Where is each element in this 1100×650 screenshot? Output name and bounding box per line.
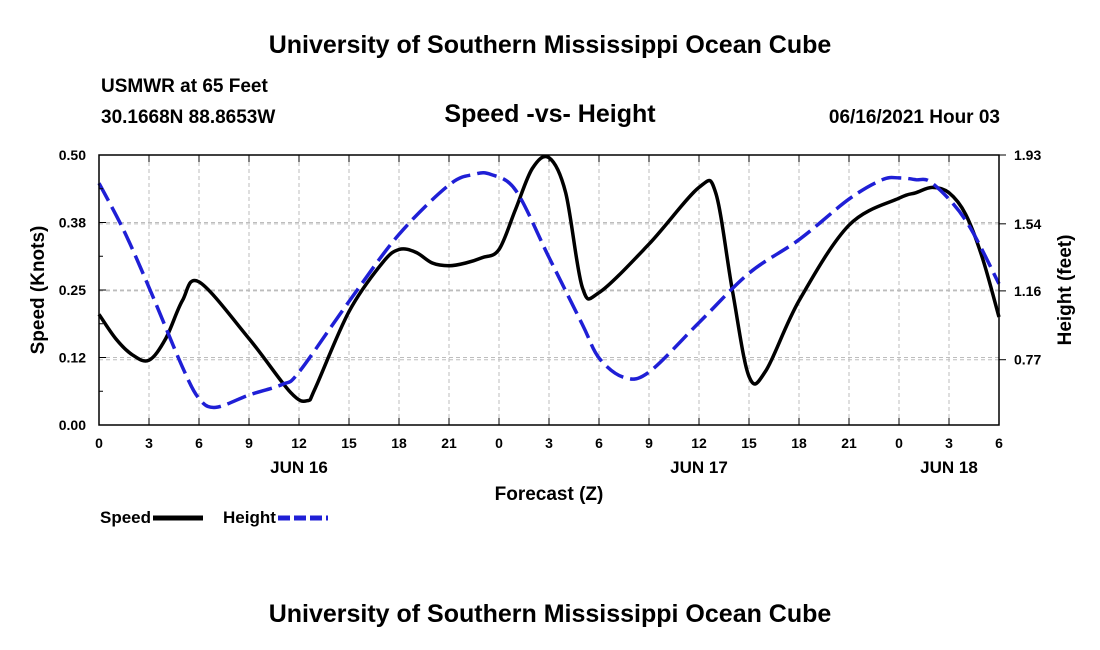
chart-title: Speed -vs- Height (444, 100, 656, 128)
x-date-label: JUN 18 (920, 458, 978, 477)
x-tick-label: 21 (841, 435, 857, 451)
legend-height-label: Height (223, 508, 276, 527)
station-label: USMWR at 65 Feet (101, 76, 268, 97)
series-layer (97, 154, 1001, 410)
y2-tick-label: 1.16 (1014, 283, 1041, 299)
x-tick-label: 0 (895, 435, 903, 451)
y-tick-label: 0.12 (59, 350, 86, 366)
coordinates-label: 30.1668N 88.8653W (101, 107, 276, 128)
legend-speed-label: Speed (100, 508, 152, 527)
x-tick-label: 6 (195, 435, 203, 451)
x-tick-label: 15 (341, 435, 357, 451)
speed-height-chart: 0 3 6 9 12 15 18 21 0 3 6 9 12 15 18 21 0 3 6 JUN 16 JUN 17 J… (28, 147, 1076, 505)
x-tick-label: 6 (995, 435, 1003, 451)
x-tick-label: 0 (95, 435, 103, 451)
x-tick-label: 0 (495, 435, 503, 451)
y-tick-label: 0.38 (59, 215, 86, 231)
x-tick-label: 15 (741, 435, 757, 451)
x-date-label: JUN 16 (270, 458, 328, 477)
y-axis-label-right: Height (feet) (1055, 235, 1076, 346)
x-axis-label: Forecast (Z) (495, 484, 604, 505)
x-tick-label: 12 (291, 435, 307, 451)
grid-layer (99, 154, 999, 425)
x-date-label: JUN 17 (670, 458, 728, 477)
y-axis-label-left: Speed (Knots) (28, 226, 49, 355)
x-tick-label: 3 (945, 435, 953, 451)
height-series-line (97, 171, 1001, 410)
x-tick-label: 3 (545, 435, 553, 451)
speed-series-line (97, 154, 1001, 404)
page-title: University of Southern Mississippi Ocean… (268, 31, 832, 59)
x-tick-label: 9 (245, 435, 253, 451)
x-tick-label: 21 (441, 435, 457, 451)
x-tick-label: 3 (145, 435, 153, 451)
axis-layer: 0 3 6 9 12 15 18 21 0 3 6 9 12 15 18 21 0 3 6 JUN 16 JUN 17 J… (59, 147, 1042, 477)
y2-tick-label: 1.54 (1014, 216, 1041, 232)
x-tick-label: 6 (595, 435, 603, 451)
y-tick-label: 0.25 (59, 282, 86, 298)
footer-title: University of Southern Mississippi Ocean… (268, 600, 832, 628)
y-tick-label: 0.00 (59, 417, 86, 433)
legend-speed-swatch (153, 515, 204, 521)
chart-legend: Speed Height (100, 508, 330, 528)
x-tick-label: 9 (645, 435, 653, 451)
y2-tick-label: 1.93 (1014, 147, 1041, 163)
x-tick-label: 18 (391, 435, 407, 451)
x-tick-label: 12 (691, 435, 707, 451)
y-tick-label: 0.50 (59, 147, 86, 163)
legend-height-swatch (277, 515, 328, 521)
y2-tick-label: 0.77 (1014, 352, 1041, 368)
x-tick-label: 18 (791, 435, 807, 451)
datetime-label: 06/16/2021 Hour 03 (828, 107, 1000, 128)
